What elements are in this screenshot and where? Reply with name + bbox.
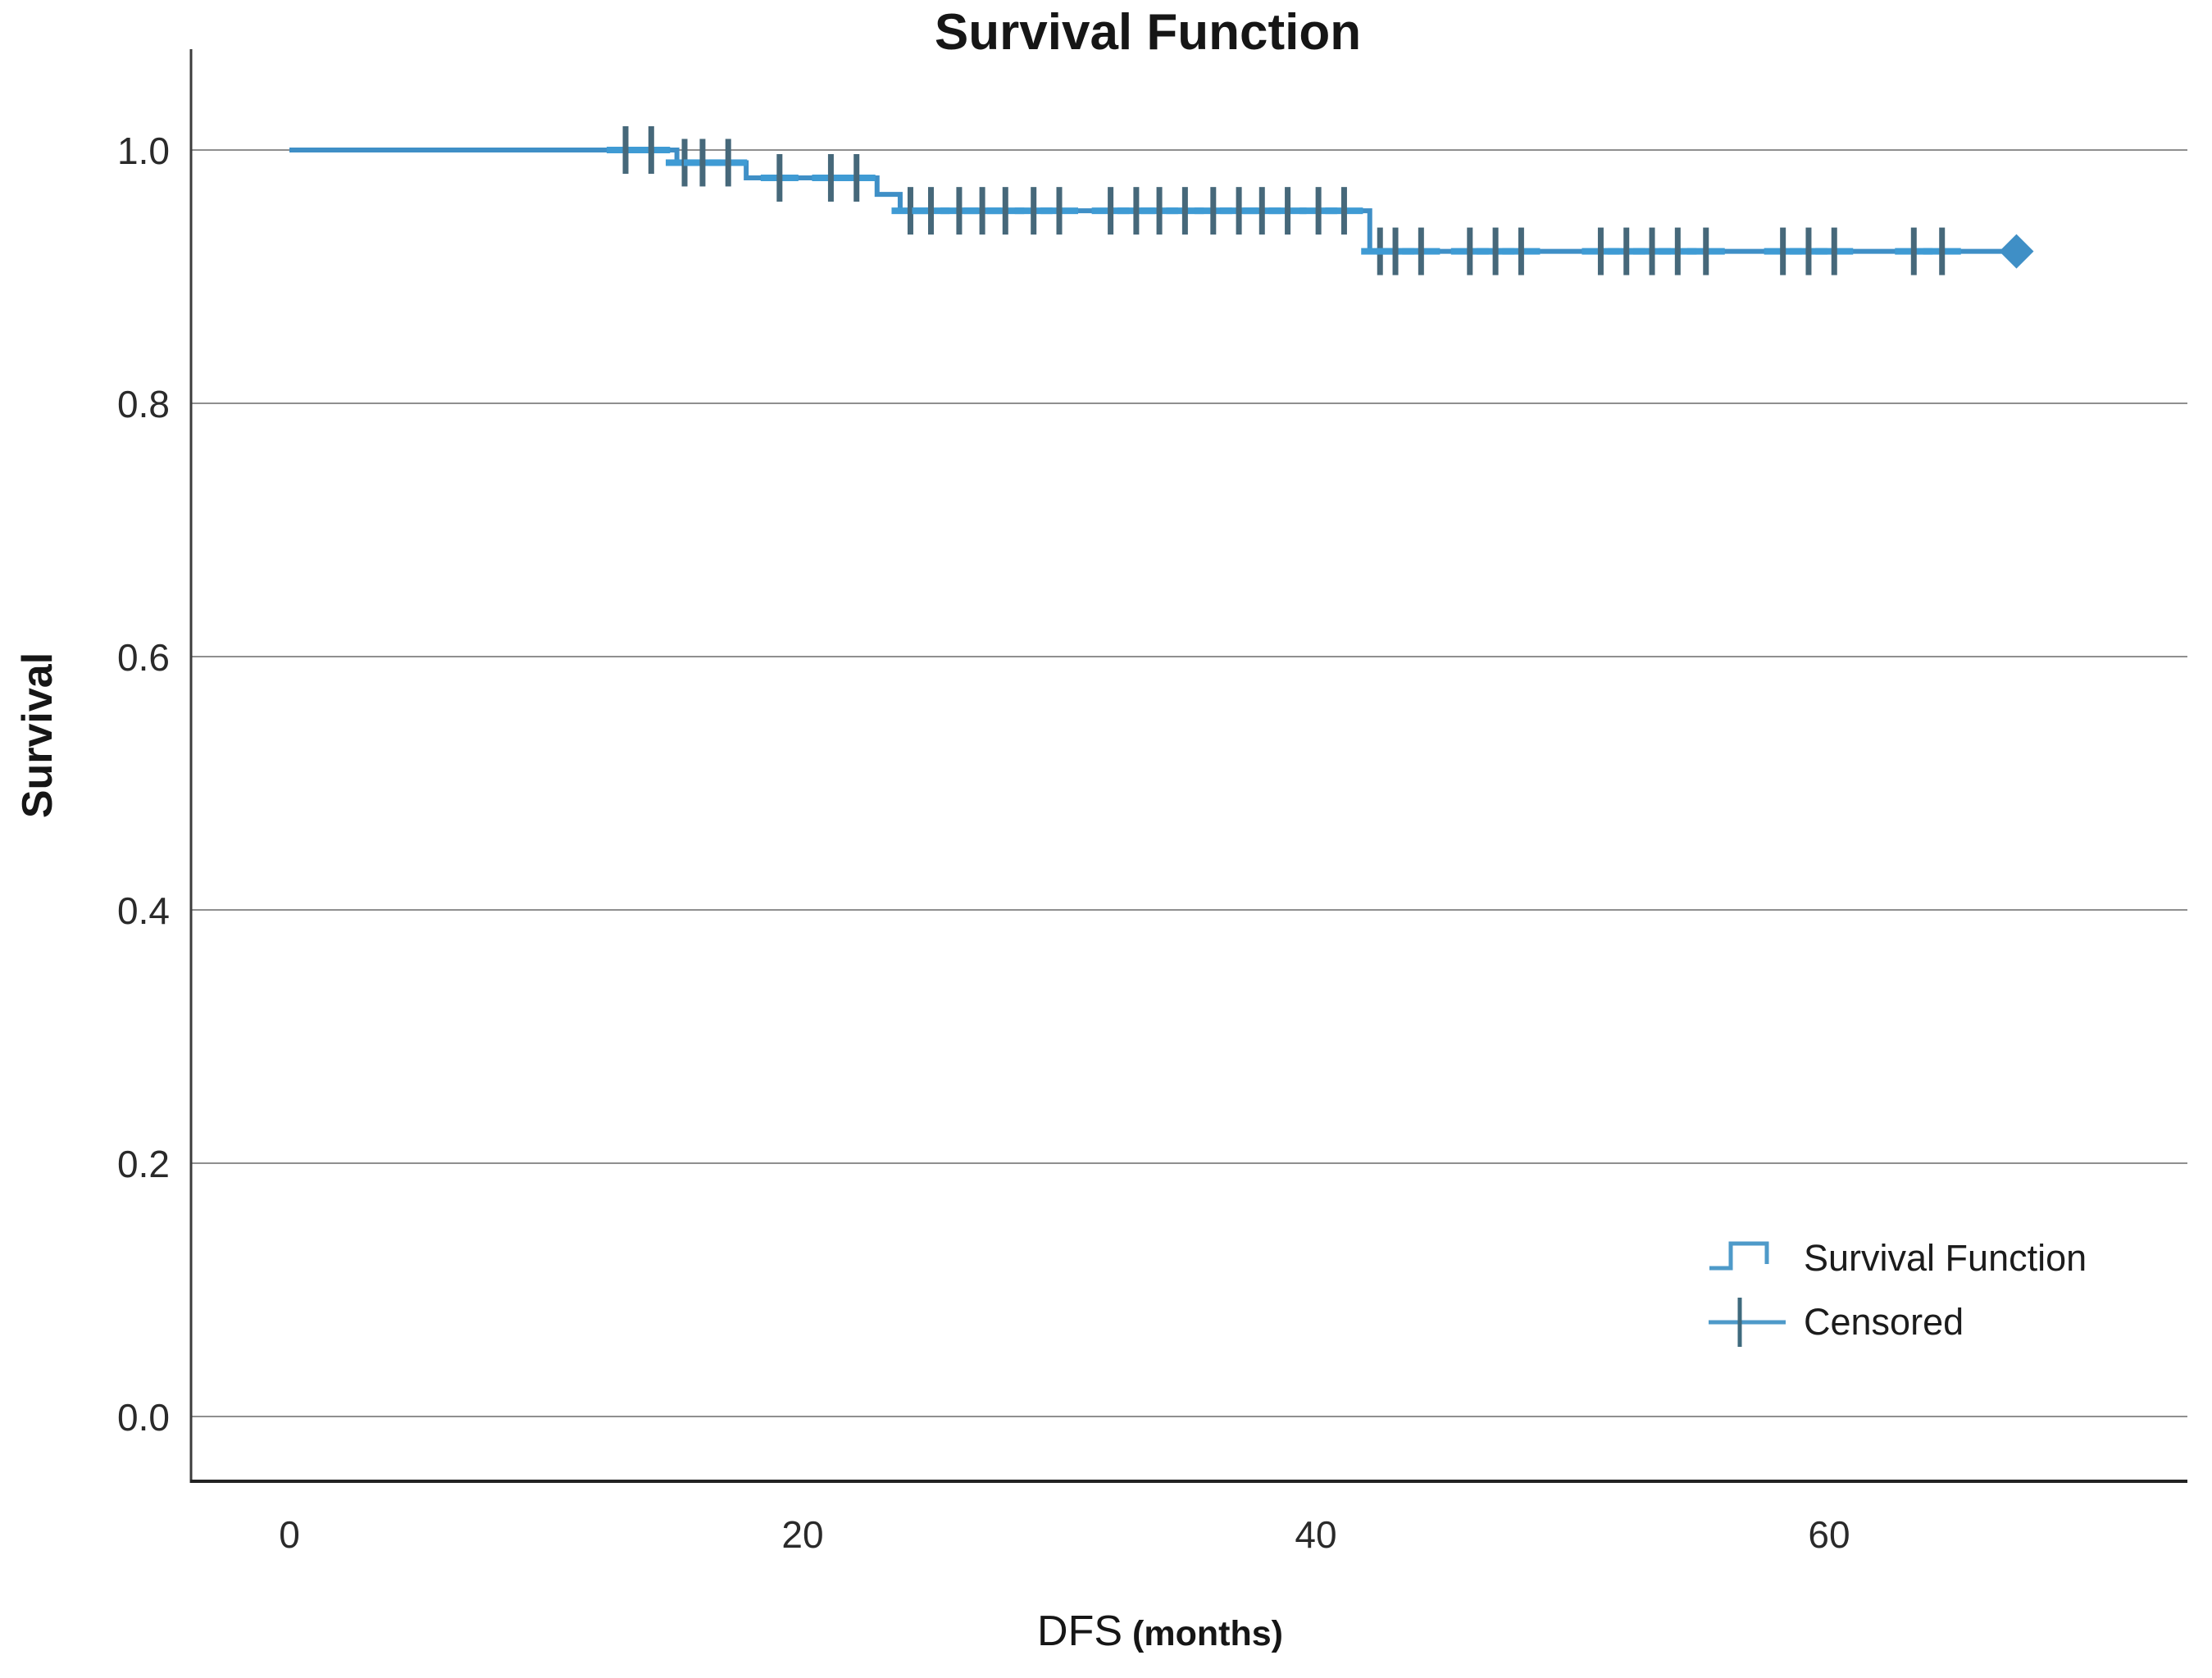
censor-mark [907,187,913,235]
censor-mark [956,187,963,235]
censor-mark [1002,187,1008,235]
censor-mark [1805,227,1812,275]
censor-mark [1492,227,1499,275]
censor-mark [1674,227,1681,275]
censor-mark [776,153,783,202]
y-tick-label: 0.2 [117,1143,170,1185]
censored-plus-icon [1709,1298,1786,1347]
censor-mark [1236,187,1242,235]
x-tick-label: 20 [781,1513,823,1556]
censor-mark [1031,187,1037,235]
legend-item-survival-function: Survival Function [1707,1226,2087,1290]
censor-mark [928,187,934,235]
x-tick-label: 60 [1808,1513,1850,1556]
survival-curve [289,148,2017,254]
step-line-icon [1709,1241,1769,1271]
censor-mark [1392,227,1399,275]
x-axis-label-unit: (months) [1132,1614,1283,1653]
censor-mark [1649,227,1655,275]
censor-mark [853,153,860,202]
legend: Survival Function Censored [1707,1226,2087,1354]
y-tick-label: 1.0 [117,130,170,172]
x-tick-label: 40 [1295,1513,1336,1556]
y-tick-label: 0.6 [117,636,170,679]
censor-mark [1285,187,1291,235]
censor-mark [827,153,834,202]
censor-mark [725,139,731,187]
censor-mark [1831,227,1837,275]
censor-mark [648,126,654,174]
censor-mark [1939,227,1946,275]
censor-mark [1210,187,1217,235]
y-tick-label: 0.0 [117,1396,170,1439]
x-tick-label: 0 [279,1513,300,1556]
censor-mark [1597,227,1604,275]
legend-label-censored: Censored [1804,1301,1964,1343]
censor-mark [1056,187,1063,235]
censor-mark [622,126,629,174]
y-tick-label: 0.8 [117,383,170,425]
censor-mark [1133,187,1140,235]
censor-mark [1340,187,1347,235]
censor-mark [1467,227,1473,275]
legend-label-survival-function: Survival Function [1804,1237,2087,1279]
censor-mark [1623,227,1630,275]
censor-mark [1156,187,1163,235]
censor-mark [1315,187,1322,235]
end-marker [1999,234,2034,269]
censor-mark [1181,187,1188,235]
y-tick-label: 0.4 [117,889,170,932]
censor-mark [1418,227,1424,275]
censor-mark [1108,187,1114,235]
x-axis-label: DFS (months) [1037,1607,1283,1656]
censor-mark [979,187,985,235]
y-axis-label: Survival [14,652,61,819]
censor-mark [699,139,706,187]
censor-mark [1910,227,1917,275]
x-axis-label-main: DFS [1037,1608,1123,1655]
chart-title: Survival Function [934,4,1362,61]
censor-mark [1518,227,1524,275]
censor-mark [1780,227,1786,275]
censor-mark [1258,187,1265,235]
legend-item-censored: Censored [1707,1290,2087,1354]
censor-mark [1703,227,1709,275]
